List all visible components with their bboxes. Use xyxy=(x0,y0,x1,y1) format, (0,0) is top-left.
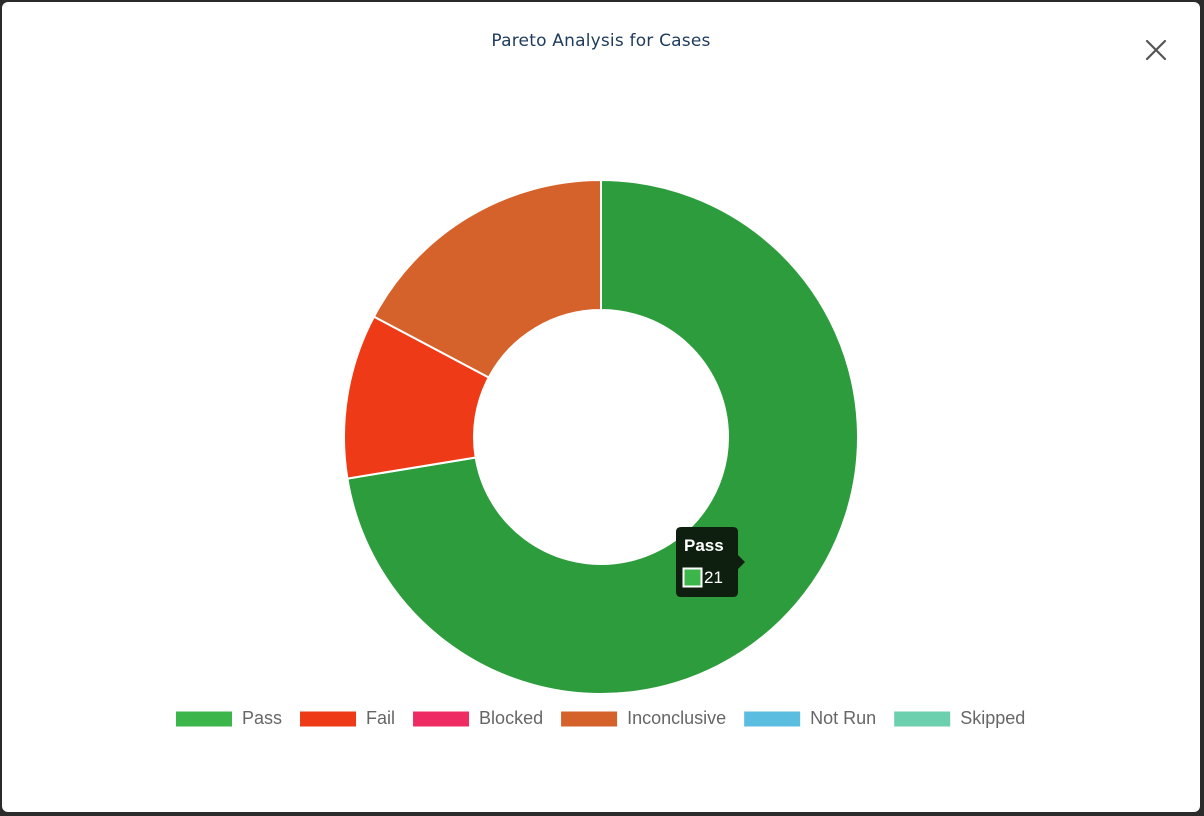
tooltip-value: 21 xyxy=(704,568,723,587)
legend-item-blocked[interactable]: Blocked xyxy=(413,708,543,728)
legend-item-skipped[interactable]: Skipped xyxy=(894,708,1025,728)
tooltip-swatch xyxy=(682,567,703,588)
legend-swatch xyxy=(176,711,232,727)
legend-label: Skipped xyxy=(960,708,1025,728)
legend-item-pass[interactable]: Pass xyxy=(176,708,282,728)
legend-label: Pass xyxy=(242,708,282,728)
tooltip-label: Pass xyxy=(684,536,724,555)
close-button[interactable] xyxy=(1140,34,1170,64)
legend-label: Inconclusive xyxy=(627,708,726,728)
slice-inconclusive[interactable] xyxy=(372,178,602,379)
chart-tooltip: Pass 21 xyxy=(676,527,745,597)
legend-item-not-run[interactable]: Not Run xyxy=(744,708,876,728)
legend-swatch xyxy=(413,711,470,727)
legend-swatch xyxy=(744,711,801,727)
dialog-title: Pareto Analysis for Cases xyxy=(491,31,711,51)
close-icon xyxy=(1145,39,1167,61)
legend-item-fail[interactable]: Fail xyxy=(300,708,395,728)
legend-item-inconclusive[interactable]: Inconclusive xyxy=(561,708,726,728)
legend-swatch xyxy=(894,711,951,727)
legend-label: Not Run xyxy=(810,708,876,728)
legend-swatch xyxy=(300,711,357,727)
legend-label: Blocked xyxy=(479,708,543,728)
legend-label: Fail xyxy=(366,708,395,728)
legend-swatch xyxy=(561,711,618,727)
